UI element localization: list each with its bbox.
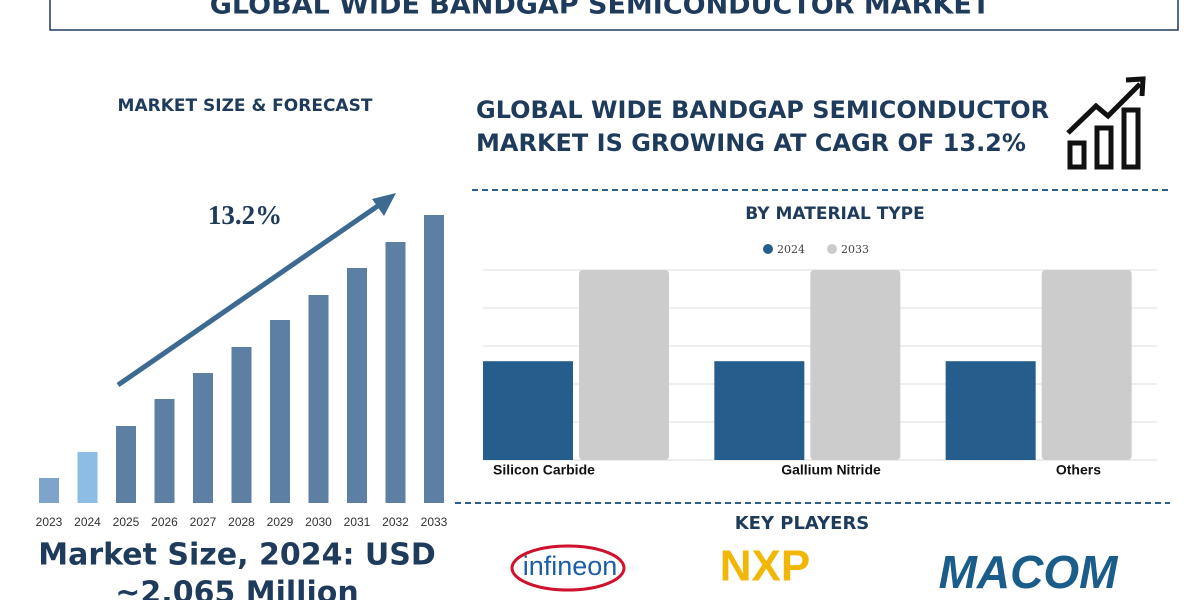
bar [579,270,669,460]
x-tick-label: Others [1056,462,1101,478]
x-tick-label: 2025 [113,515,140,529]
key-players-heading: KEY PLAYERS [735,513,870,534]
bar [231,347,252,503]
page-title: GLOBAL WIDE BANDGAP SEMICONDUCTOR MARKET [210,0,991,21]
bar [154,399,175,503]
bar [714,361,805,460]
x-tick-label: 2032 [382,515,409,529]
x-tick-label: 2031 [344,515,371,529]
forecast-heading: MARKET SIZE & FORECAST [118,96,373,116]
bar [347,268,367,503]
title-box [49,0,1179,31]
x-tick-label: 2023 [36,515,63,529]
x-tick-label: 2024 [74,515,101,529]
bar [1041,270,1132,460]
cagr-label: 13.2% [208,200,282,230]
legend-swatch [763,244,773,254]
headline-line1: GLOBAL WIDE BANDGAP SEMICONDUCTOR [476,96,1049,124]
bar [116,426,136,503]
legend-swatch [827,244,837,254]
x-tick-label: 2028 [228,515,255,529]
bar [810,270,901,460]
x-tick-label: Gallium Nitride [781,462,881,478]
logo-infineon: infineon [523,551,618,581]
bar [945,361,1036,460]
chart-title: BY MATERIAL TYPE [745,204,925,224]
market-size-line1: Market Size, 2024: USD [38,538,436,573]
logo-macom: MACOM [939,546,1120,598]
bar [193,373,213,503]
bar [483,361,573,460]
bar [270,320,290,503]
legend-label: 2024 [777,243,805,256]
market-size-line2: ~2,065 Million [115,576,358,600]
x-tick-label: Silicon Carbide [493,462,595,478]
logo-nxp: NXP [720,542,810,591]
x-tick-label: 2029 [267,515,294,529]
bar [77,452,98,503]
legend-label: 2033 [841,243,869,256]
logo-swoosh [510,544,626,592]
bar [308,295,329,503]
growth-icon [1066,76,1146,170]
bar [39,478,59,503]
growth-arrow [116,198,387,388]
headline-line2: MARKET IS GROWING AT CAGR OF 13.2% [476,129,1026,157]
x-tick-label: 2027 [190,515,217,529]
bar [385,242,406,503]
arrow-head [372,193,396,216]
x-tick-label: 2026 [151,515,178,529]
bar [424,215,444,503]
x-tick-label: 2033 [421,515,448,529]
x-tick-label: 2030 [305,515,332,529]
